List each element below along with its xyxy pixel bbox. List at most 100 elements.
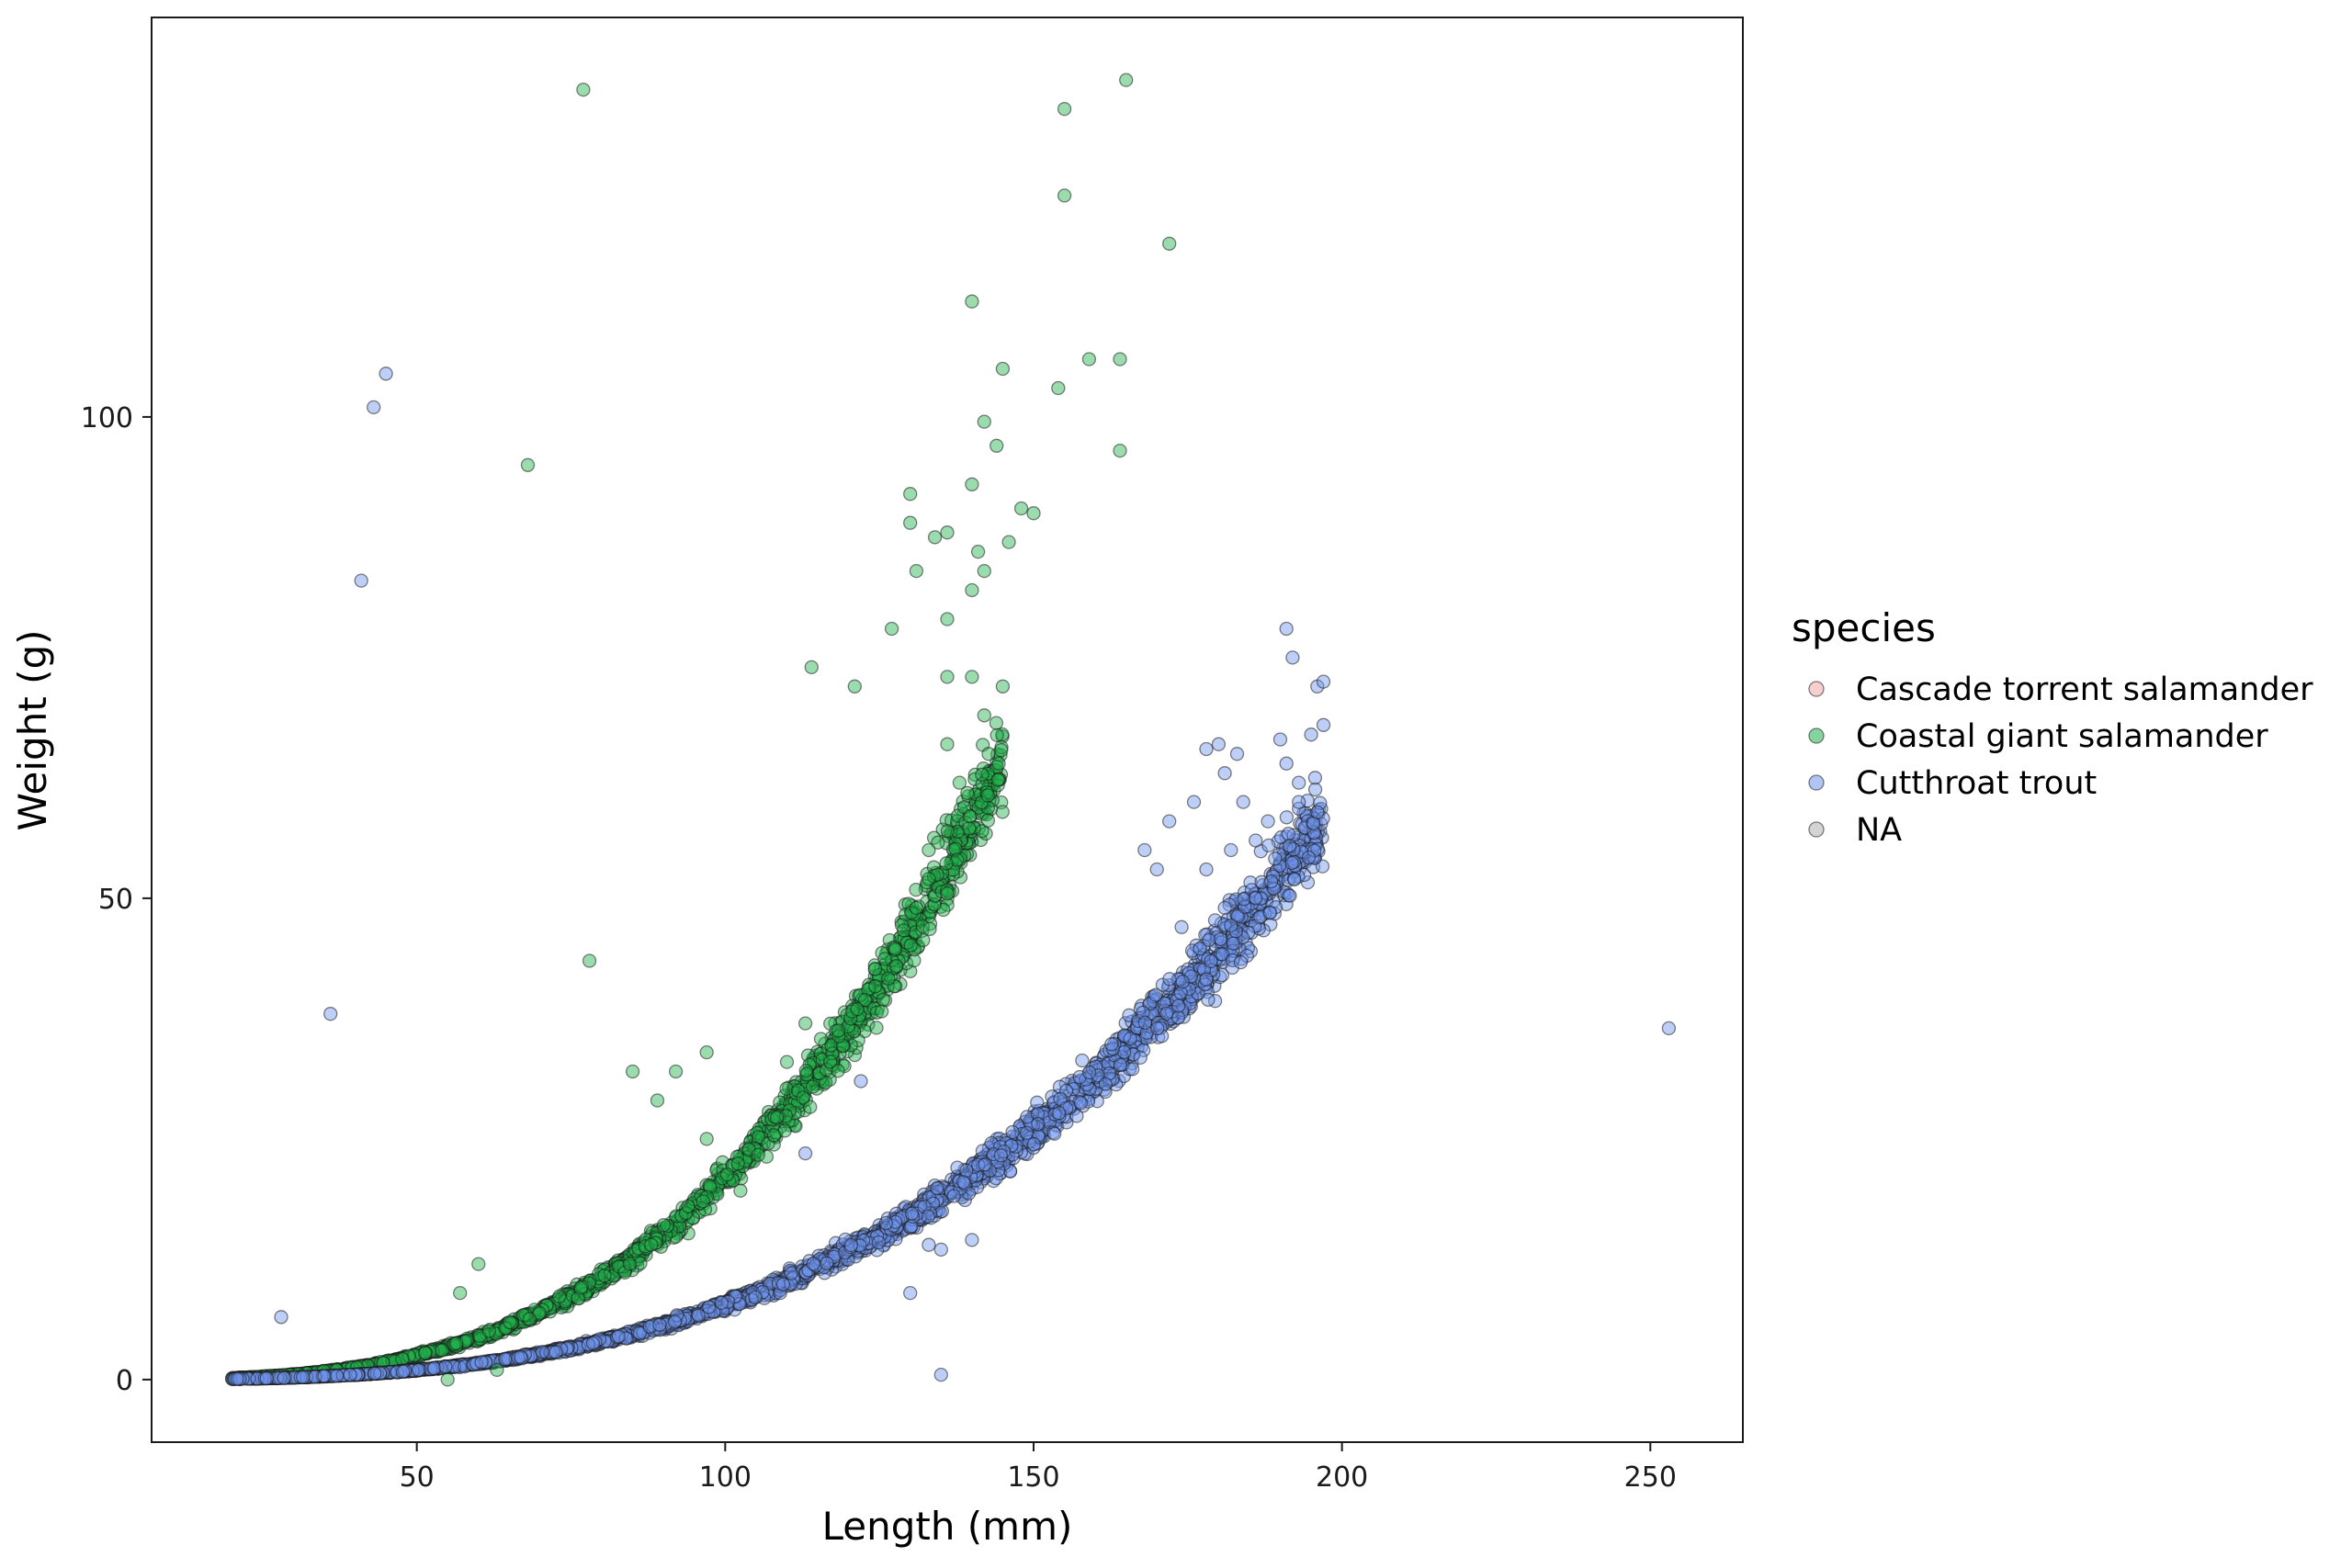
point-coastal-giant-salamander	[417, 1346, 433, 1360]
point-cutthroat-trout	[1285, 650, 1300, 665]
point-cutthroat-trout	[652, 1317, 667, 1332]
point-coastal-giant-salamander	[1051, 380, 1066, 396]
point-cutthroat-trout	[1301, 850, 1317, 865]
legend-label: Cutthroat trout	[1856, 765, 2097, 802]
point-cutthroat-trout	[1263, 874, 1279, 889]
point-coastal-giant-salamander	[1113, 352, 1127, 367]
point-coastal-giant-salamander	[922, 921, 937, 937]
point-cutthroat-trout	[1249, 833, 1263, 848]
point-cutthroat-trout	[1224, 918, 1238, 933]
point-cutthroat-trout	[1282, 839, 1297, 853]
point-cutthroat-trout	[1125, 1062, 1140, 1077]
points-layer	[224, 73, 1677, 1387]
point-coastal-giant-salamander	[668, 1064, 684, 1079]
point-cutthroat-trout	[1031, 1117, 1046, 1132]
x-tick-label: 200	[1316, 1461, 1368, 1494]
point-coastal-giant-salamander	[903, 515, 918, 530]
point-coastal-giant-salamander	[903, 487, 918, 502]
point-coastal-giant-salamander	[962, 809, 978, 824]
point-coastal-giant-salamander	[804, 660, 819, 675]
point-cutthroat-trout	[1052, 1106, 1067, 1121]
point-coastal-giant-salamander	[965, 670, 979, 684]
point-cutthroat-trout	[379, 367, 393, 381]
point-cutthroat-trout	[274, 1310, 288, 1325]
point-cutthroat-trout	[1304, 728, 1318, 742]
point-coastal-giant-salamander	[940, 525, 955, 540]
point-cutthroat-trout	[1170, 1010, 1186, 1025]
point-coastal-giant-salamander	[597, 1269, 612, 1283]
point-cutthroat-trout	[854, 1074, 868, 1089]
point-cutthroat-trout	[367, 400, 381, 415]
point-coastal-giant-salamander	[962, 821, 977, 836]
point-coastal-giant-salamander	[644, 1237, 659, 1252]
point-coastal-giant-salamander	[796, 1090, 810, 1105]
point-cutthroat-trout	[922, 1237, 936, 1252]
point-cutthroat-trout	[317, 1369, 332, 1383]
point-coastal-giant-salamander	[965, 582, 979, 598]
point-cutthroat-trout	[1229, 747, 1245, 761]
point-cutthroat-trout	[1217, 900, 1232, 916]
point-cutthroat-trout	[1019, 1125, 1035, 1141]
point-cutthroat-trout	[1175, 975, 1190, 989]
point-coastal-giant-salamander	[453, 1285, 468, 1301]
point-coastal-giant-salamander	[573, 1280, 588, 1295]
point-cutthroat-trout	[930, 1180, 944, 1196]
point-coastal-giant-salamander	[909, 900, 924, 916]
point-cutthroat-trout	[1307, 771, 1323, 785]
point-cutthroat-trout	[667, 1314, 683, 1329]
point-coastal-giant-salamander	[440, 1372, 455, 1387]
legend-key	[1808, 774, 1825, 791]
point-coastal-giant-salamander	[576, 82, 591, 97]
point-coastal-giant-salamander	[699, 1044, 714, 1060]
point-coastal-giant-salamander	[903, 938, 918, 953]
point-cutthroat-trout	[820, 1256, 834, 1270]
point-coastal-giant-salamander	[805, 1079, 820, 1094]
point-coastal-giant-salamander	[1057, 101, 1072, 117]
point-cutthroat-trout	[748, 1290, 763, 1304]
point-cutthroat-trout	[1113, 1057, 1128, 1072]
point-coastal-giant-salamander	[625, 1064, 640, 1079]
point-coastal-giant-salamander	[779, 1081, 794, 1096]
point-cutthroat-trout	[368, 1366, 382, 1381]
point-coastal-giant-salamander	[940, 612, 955, 626]
point-coastal-giant-salamander	[897, 923, 911, 938]
point-cutthroat-trout	[1047, 1126, 1062, 1141]
point-coastal-giant-salamander	[977, 708, 991, 723]
point-cutthroat-trout	[1162, 814, 1177, 829]
point-coastal-giant-salamander	[940, 737, 955, 751]
legend-label: Cascade torrent salamander	[1856, 671, 2313, 708]
point-coastal-giant-salamander	[769, 1111, 785, 1125]
point-cutthroat-trout	[354, 573, 368, 588]
legend-key	[1808, 728, 1825, 744]
point-coastal-giant-salamander	[940, 824, 956, 839]
point-coastal-giant-salamander	[877, 952, 892, 966]
point-cutthroat-trout	[1279, 621, 1294, 637]
point-coastal-giant-salamander	[681, 1199, 695, 1213]
point-coastal-giant-salamander	[751, 1147, 765, 1162]
point-coastal-giant-salamander	[995, 361, 1011, 377]
point-coastal-giant-salamander	[847, 679, 862, 694]
point-cutthroat-trout	[1224, 842, 1238, 858]
point-coastal-giant-salamander	[977, 414, 991, 429]
x-tick-label: 100	[699, 1461, 752, 1494]
legend-label: NA	[1856, 812, 1902, 849]
point-cutthroat-trout	[933, 1367, 948, 1382]
point-coastal-giant-salamander	[622, 1257, 638, 1271]
point-coastal-giant-salamander	[989, 716, 1004, 730]
point-cutthroat-trout	[1148, 987, 1163, 1002]
point-cutthroat-trout	[1162, 972, 1177, 987]
point-cutthroat-trout	[1261, 814, 1275, 829]
point-cutthroat-trout	[978, 1157, 992, 1172]
point-coastal-giant-salamander	[990, 773, 1005, 787]
point-cutthroat-trout	[1236, 795, 1250, 809]
point-coastal-giant-salamander	[939, 856, 954, 871]
point-coastal-giant-salamander	[867, 962, 883, 976]
point-cutthroat-trout	[933, 1242, 948, 1258]
point-coastal-giant-salamander	[868, 979, 883, 994]
point-cutthroat-trout	[230, 1371, 244, 1386]
point-cutthroat-trout	[1026, 1137, 1042, 1152]
point-coastal-giant-salamander	[766, 1128, 782, 1143]
point-cutthroat-trout	[1193, 941, 1207, 956]
